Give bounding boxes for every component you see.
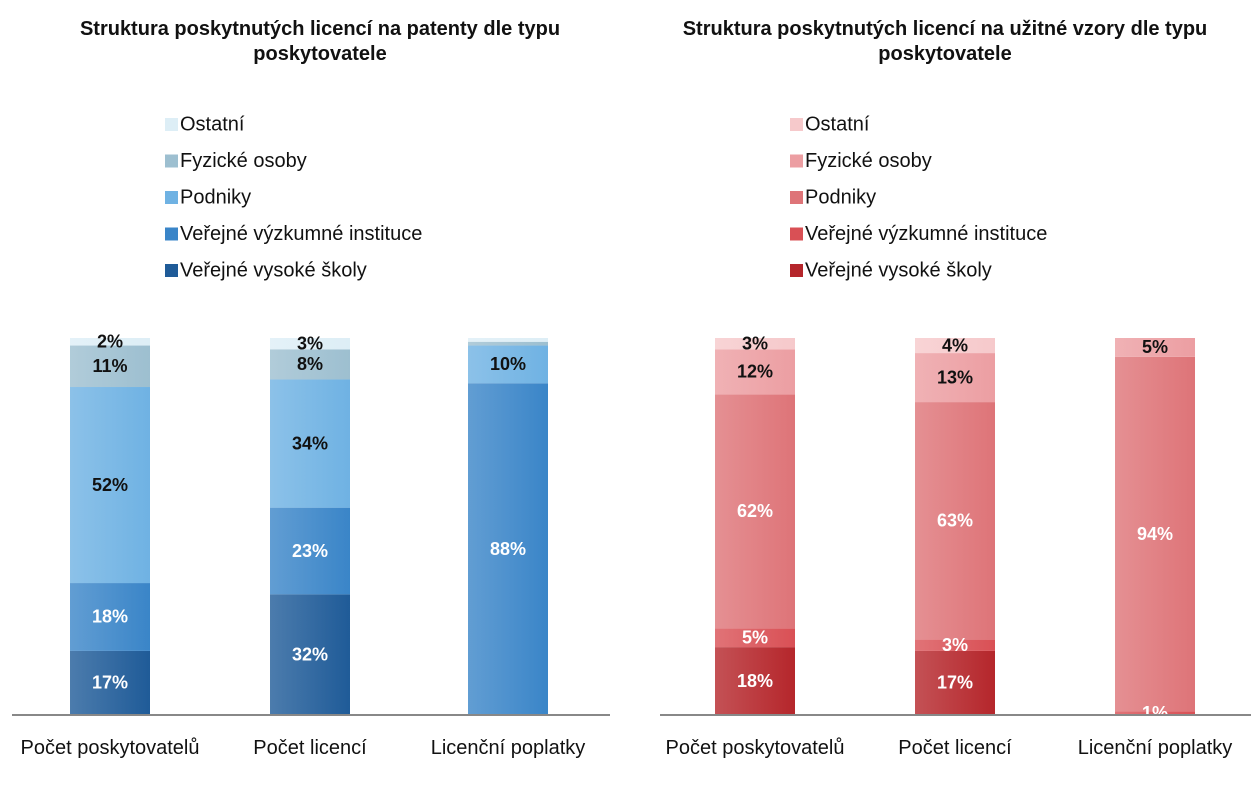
data-label: 3% xyxy=(742,333,768,353)
data-label: 5% xyxy=(1142,337,1168,357)
bar-segment xyxy=(270,349,350,380)
bar-segment xyxy=(468,383,548,715)
data-label: 52% xyxy=(92,475,128,495)
legend-swatch xyxy=(165,191,178,204)
data-label: 3% xyxy=(942,635,968,655)
legend-label: Fyzické osoby xyxy=(805,150,932,172)
bar-segment xyxy=(270,338,350,350)
x-tick-label: Licenční poplatky xyxy=(1077,737,1233,759)
legend-swatch xyxy=(790,264,803,277)
data-label: 3% xyxy=(297,333,323,353)
chart-title: Struktura poskytnutých licencí na patent… xyxy=(79,18,561,65)
legend-swatch xyxy=(790,118,803,131)
bar-segment xyxy=(915,402,995,640)
data-label: 18% xyxy=(737,671,773,691)
legend-label: Veřejné vysoké školy xyxy=(805,259,992,281)
bar-segment xyxy=(715,394,795,629)
bar-segment xyxy=(715,349,795,395)
data-label: 34% xyxy=(292,433,328,453)
bar-segment xyxy=(915,650,995,715)
legend-swatch xyxy=(790,227,803,241)
legend-swatch xyxy=(165,154,178,168)
x-tick-label: Počet poskytovatelů xyxy=(665,737,845,759)
bar-segment xyxy=(715,628,795,648)
legend-swatch xyxy=(165,118,178,131)
bar-segment xyxy=(70,387,150,584)
x-tick-label: Počet poskytovatelů xyxy=(20,737,200,759)
legend-label: Veřejné vysoké školy xyxy=(180,259,367,281)
data-label: 32% xyxy=(292,644,328,664)
bar-segment xyxy=(1115,711,1195,715)
bar-segment xyxy=(70,650,150,715)
legend-label: Fyzické osoby xyxy=(180,150,307,172)
x-tick-label: Licenční poplatky xyxy=(430,737,586,759)
data-label: 8% xyxy=(297,354,323,374)
data-label: 17% xyxy=(92,673,128,693)
data-label: 5% xyxy=(742,627,768,647)
legend-label: Veřejné výzkumné instituce xyxy=(180,223,422,245)
bar-segment xyxy=(70,338,150,346)
legend-label: Ostatní xyxy=(805,113,870,135)
chart-title: Struktura poskytnutých licencí na užitné… xyxy=(682,18,1208,65)
x-tick-label: Počet licencí xyxy=(253,737,367,759)
data-label: 62% xyxy=(737,501,773,521)
data-label: 13% xyxy=(937,367,973,387)
data-label: 11% xyxy=(92,356,127,376)
data-label: 2% xyxy=(97,332,123,352)
bar-segment xyxy=(915,639,995,651)
legend-label: Ostatní xyxy=(180,113,245,135)
legend-label: Podniky xyxy=(180,186,251,208)
bar-segment xyxy=(1115,338,1195,357)
data-label: 17% xyxy=(937,673,973,693)
legend-label: Veřejné výzkumné instituce xyxy=(805,223,1047,245)
data-label: 12% xyxy=(737,362,773,382)
bar-segment xyxy=(468,338,548,342)
bar-segment xyxy=(1115,356,1195,712)
bar-segment xyxy=(715,647,795,715)
data-label: 18% xyxy=(92,607,128,627)
data-label: 88% xyxy=(490,539,526,559)
bar-segment xyxy=(468,345,548,384)
legend-swatch xyxy=(165,264,178,277)
legend-swatch xyxy=(165,227,178,241)
data-label: 63% xyxy=(937,511,973,531)
bar-segment xyxy=(915,353,995,403)
bar-segment xyxy=(915,338,995,354)
data-label: 1% xyxy=(1142,703,1168,723)
bar-segment xyxy=(270,379,350,508)
data-label: 4% xyxy=(942,335,968,355)
legend-swatch xyxy=(790,191,803,204)
bar-segment xyxy=(270,507,350,595)
bar-segment xyxy=(468,341,548,346)
bar-segment xyxy=(715,338,795,350)
x-tick-label: Počet licencí xyxy=(898,737,1012,759)
bar-segment xyxy=(70,345,150,388)
data-label: 23% xyxy=(292,541,328,561)
bar-segment xyxy=(270,594,350,715)
legend-label: Podniky xyxy=(805,186,876,208)
legend-swatch xyxy=(790,154,803,168)
data-label: 10% xyxy=(490,354,526,374)
bar-segment xyxy=(70,583,150,651)
data-label: 94% xyxy=(1137,524,1173,544)
